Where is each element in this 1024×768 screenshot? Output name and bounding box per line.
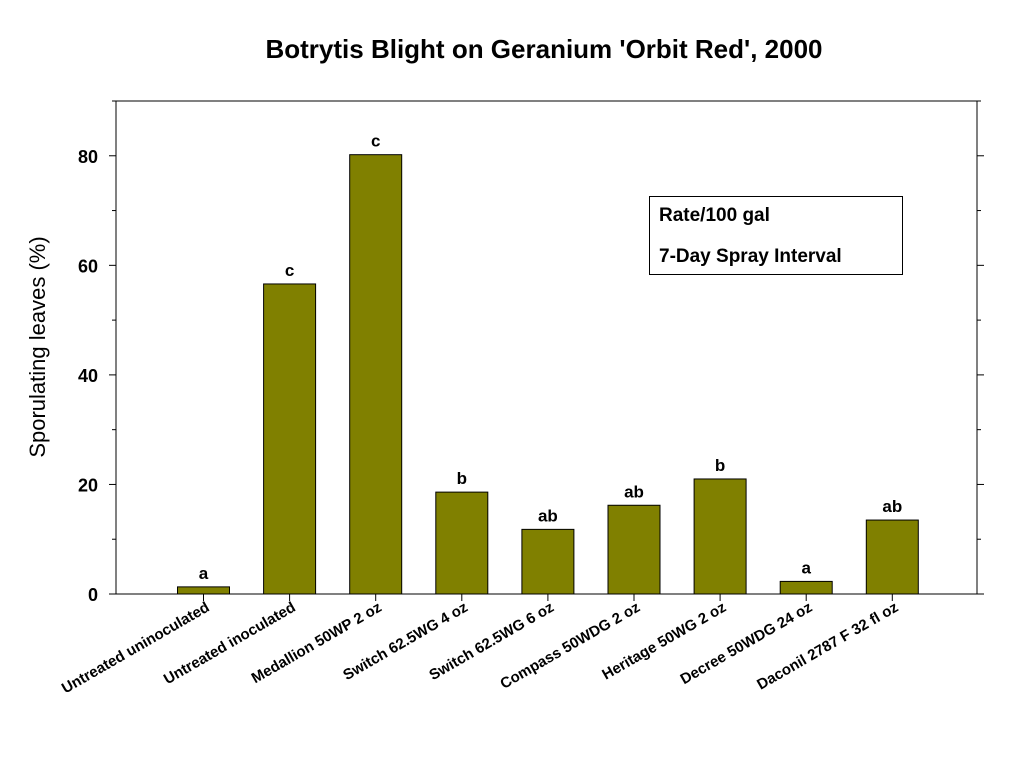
bar <box>779 580 833 595</box>
y-axis-label: Sporulating leaves (%) <box>25 236 50 457</box>
y-tick-label: 0 <box>88 585 98 605</box>
significance-letter: a <box>801 558 811 577</box>
x-tick-label: Compass 50WDG 2 oz <box>497 599 643 693</box>
bar <box>693 478 747 595</box>
legend-rate: Rate/100 gal <box>659 205 770 226</box>
bars <box>177 154 919 601</box>
legend-spray-interval: 7-Day Spray Interval <box>659 246 842 267</box>
bar <box>349 154 403 595</box>
x-tick-label: Untreated uninoculated <box>59 599 213 697</box>
y-tick-label: 80 <box>78 147 98 167</box>
legend-box: Rate/100 gal 7-Day Spray Interval <box>649 196 903 275</box>
y-tick-label: 20 <box>78 475 98 495</box>
significance-letters: a c c b ab ab b a ab <box>199 132 902 583</box>
significance-letter: ab <box>538 506 558 525</box>
significance-letter: a <box>199 564 209 583</box>
significance-letter: b <box>715 456 725 475</box>
significance-letter: b <box>457 469 467 488</box>
bar <box>865 519 919 595</box>
bar <box>521 528 575 595</box>
significance-letter: ab <box>624 482 644 501</box>
bar <box>177 586 230 595</box>
bar <box>263 283 317 595</box>
y-axis: 0 20 40 60 80 <box>78 100 984 605</box>
chart-title: Botrytis Blight on Geranium 'Orbit Red',… <box>265 34 823 64</box>
significance-letter: c <box>371 132 380 151</box>
significance-letter: ab <box>882 497 902 516</box>
x-tick-label: Daconil 2787 F 32 fl oz <box>754 599 901 694</box>
y-tick-label: 40 <box>78 366 98 386</box>
significance-letter: c <box>285 261 294 280</box>
y-tick-label: 60 <box>78 256 98 276</box>
bar <box>435 491 489 595</box>
bar <box>607 504 661 595</box>
